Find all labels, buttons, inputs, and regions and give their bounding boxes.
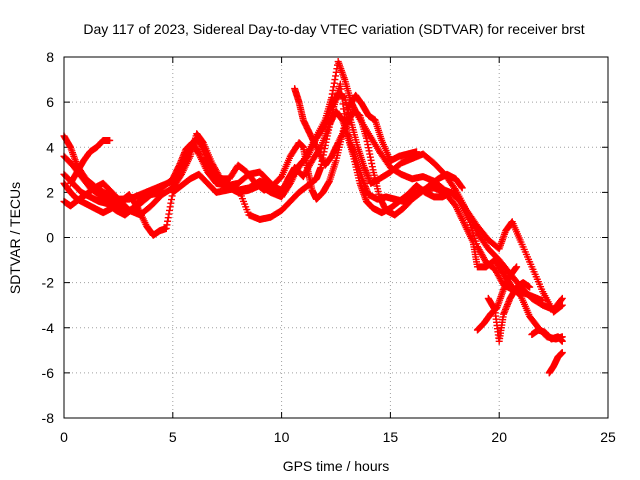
data-point [458,184,466,192]
y-tick-label: -4 [42,320,55,336]
data-point [320,122,328,130]
data-point [539,297,547,305]
x-tick-label: 10 [274,429,290,445]
data-series [60,58,566,377]
data-point [558,301,566,309]
y-tick-label: -8 [42,410,55,426]
y-axis-label: SDTVAR / TECUs [7,182,23,294]
series-track-6 [291,85,466,219]
tick-labels: 0 5 10 15 20 25 -8 -6 -4 -2 0 2 4 6 8 [42,49,616,445]
chart-title: Day 117 of 2023, Sidereal Day-to-day VTE… [83,21,584,37]
series-track-8 [473,263,521,334]
data-point [558,349,566,357]
x-tick-label: 0 [60,429,68,445]
data-point [513,263,521,271]
series-track-5 [60,91,421,214]
data-point [558,337,566,345]
y-tick-label: 0 [46,230,54,246]
data-point [557,296,565,304]
y-tick-label: 6 [46,94,54,110]
data-point [451,185,459,193]
data-point [558,294,566,302]
x-tick-label: 15 [383,429,399,445]
x-axis-label: GPS time / hours [283,458,390,474]
series-track-10 [545,349,566,377]
data-point [158,188,166,196]
data-point [413,148,421,156]
x-tick-label: 20 [491,429,507,445]
x-tick-label: 5 [169,429,177,445]
data-point [526,283,534,291]
y-tick-label: 8 [46,49,54,65]
y-tick-label: -2 [42,275,55,291]
y-tick-label: -6 [42,365,55,381]
y-tick-label: 2 [46,184,54,200]
plot-frame [63,56,609,419]
y-tick-label: 4 [46,139,54,155]
series-track-9 [528,326,566,345]
data-point [106,136,114,144]
x-tick-label: 25 [600,429,616,445]
